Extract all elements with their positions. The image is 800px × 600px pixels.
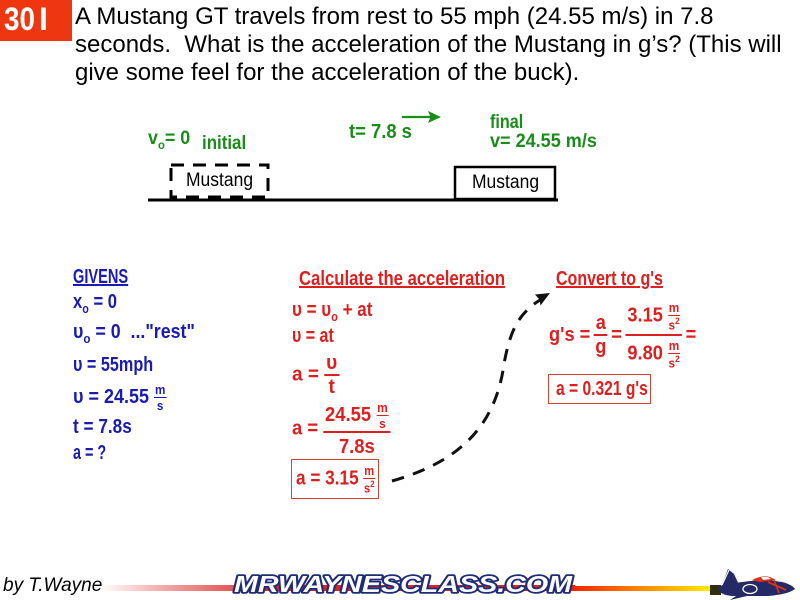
- svg-text:MRWAYNESCLASS.COM: MRWAYNESCLASS.COM: [234, 571, 573, 597]
